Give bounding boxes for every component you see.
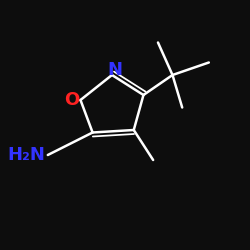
Text: O: O xyxy=(64,91,80,109)
Text: H₂N: H₂N xyxy=(8,146,46,164)
Text: N: N xyxy=(108,61,122,79)
